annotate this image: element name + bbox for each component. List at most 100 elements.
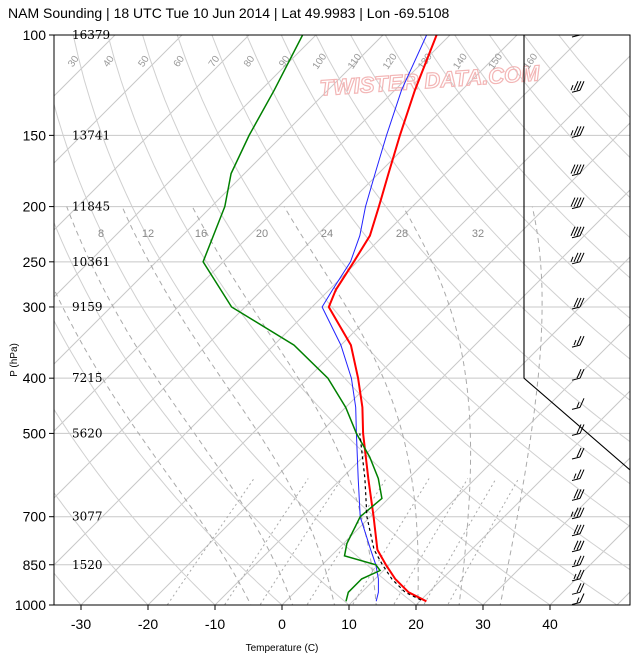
mixing-ratio-label: 12	[142, 228, 154, 240]
isotherm-line	[281, 256, 630, 605]
wind-barb	[571, 469, 585, 482]
isotherm-line	[54, 35, 518, 499]
x-tick-label: 40	[542, 616, 558, 632]
isotherm-line	[54, 35, 116, 97]
wind-barb-staff	[571, 89, 581, 93]
wind-barb-staff	[571, 377, 581, 381]
wind-barb-flag	[579, 368, 585, 379]
wind-barb-half	[570, 256, 574, 263]
wind-barb-flag	[576, 540, 582, 550]
wind-barb	[571, 489, 585, 501]
plot-frame	[53, 34, 631, 606]
wind-barb	[571, 593, 585, 605]
isotherm-line	[616, 591, 630, 605]
dry-adiabat	[107, 35, 551, 605]
moist-adiabat	[191, 206, 377, 605]
wind-barb-flag	[579, 583, 585, 593]
dry-adiabat	[384, 35, 630, 319]
dry-adiabat	[350, 35, 630, 360]
wind-barb-flag	[579, 540, 585, 550]
wind-barb-flag	[576, 469, 582, 479]
wind-barb-staff	[571, 134, 581, 138]
y-tick-label: 850	[23, 557, 47, 573]
wind-barb-flag	[576, 583, 582, 593]
mixing-ratio-label: 20	[256, 228, 268, 240]
y-tick-label: 500	[23, 425, 47, 441]
wind-barb-flag	[576, 524, 582, 534]
x-axis-label: Temperature (C)	[246, 643, 319, 654]
wind-barb-flag	[576, 226, 582, 236]
wind-barb-flag	[574, 35, 575, 36]
wind-barb-flag	[580, 35, 581, 36]
mixing-ratio-label: 28	[396, 228, 408, 240]
isotherm-line	[214, 189, 630, 605]
y-tick-label: 250	[23, 254, 47, 270]
mixing-ratio-label: 16	[195, 228, 207, 240]
wind-barb-flag	[577, 35, 578, 36]
isotherm-label: 30	[66, 54, 82, 70]
wind-barb-flag	[579, 507, 585, 517]
mixing-ratio-line	[306, 478, 387, 605]
isotherm-line	[54, 35, 384, 365]
dry-adiabat	[142, 35, 618, 605]
wind-barb	[571, 540, 585, 553]
height-label: 5620	[72, 426, 103, 440]
wind-barb-flag	[579, 164, 585, 174]
wind-barb	[571, 297, 585, 310]
dry-adiabat	[54, 491, 149, 605]
isotherm-label: 100	[311, 51, 330, 71]
series-line-virtual-temperature	[321, 35, 428, 602]
isotherm-label: 40	[101, 54, 117, 70]
wind-barb-staff	[571, 432, 581, 436]
wind-barb-staff	[571, 344, 581, 348]
moist-adiabat	[66, 206, 294, 605]
wind-barb-half	[573, 573, 577, 580]
wind-barb-staff	[571, 497, 581, 501]
wind-barb-staff	[571, 235, 581, 239]
y-tick-label: 200	[23, 199, 47, 215]
isotherm-line	[80, 55, 630, 605]
wind-barb-flag	[576, 252, 582, 263]
wind-barb-flag	[573, 197, 579, 207]
isotherm-line	[54, 35, 451, 432]
wind-barb-flag	[579, 81, 585, 91]
wind-barb-staff	[571, 516, 581, 520]
wind-barb-staff	[571, 478, 581, 482]
wind-barb	[570, 164, 585, 177]
wind-barb-flag	[579, 469, 585, 479]
isotherm-line	[348, 323, 630, 605]
wind-barb	[571, 555, 585, 568]
wind-barb-staff	[571, 406, 581, 410]
wind-barb-flag	[576, 164, 582, 174]
wind-barb-flag	[570, 164, 576, 174]
wind-barb	[571, 447, 585, 460]
wind-barb-flag	[579, 489, 585, 499]
wind-barb-flag	[579, 335, 585, 346]
wind-barb-flag	[570, 197, 576, 207]
x-tick-label: -30	[71, 616, 91, 632]
wind-barb-flag	[576, 507, 582, 517]
wind-barb-staff	[571, 456, 581, 460]
series-line-dewpoint	[202, 35, 383, 602]
y-tick-label: 300	[23, 299, 47, 315]
x-tick-label: 20	[408, 616, 424, 632]
y-tick-label: 1000	[15, 597, 46, 613]
wind-barb-half	[573, 559, 577, 565]
wind-barb-flag	[573, 81, 579, 91]
wind-barb	[571, 335, 585, 348]
wind-barb	[571, 569, 585, 582]
wind-barb-flag	[576, 489, 582, 499]
wind-barb-flag	[579, 447, 585, 458]
wind-barb	[570, 507, 585, 520]
moist-adiabat	[499, 206, 543, 605]
wind-barb-flag	[576, 569, 582, 580]
y-tick-label: 100	[23, 27, 47, 43]
isotherm-line	[54, 35, 585, 566]
y-tick-label: 700	[23, 509, 47, 525]
mixing-ratio-label: 8	[98, 228, 104, 240]
series-line-parcel	[359, 433, 422, 601]
y-tick-label: 150	[23, 127, 47, 143]
dry-adiabat	[315, 35, 630, 401]
isotherm-line	[147, 122, 630, 605]
wind-barb-staff	[571, 306, 581, 310]
